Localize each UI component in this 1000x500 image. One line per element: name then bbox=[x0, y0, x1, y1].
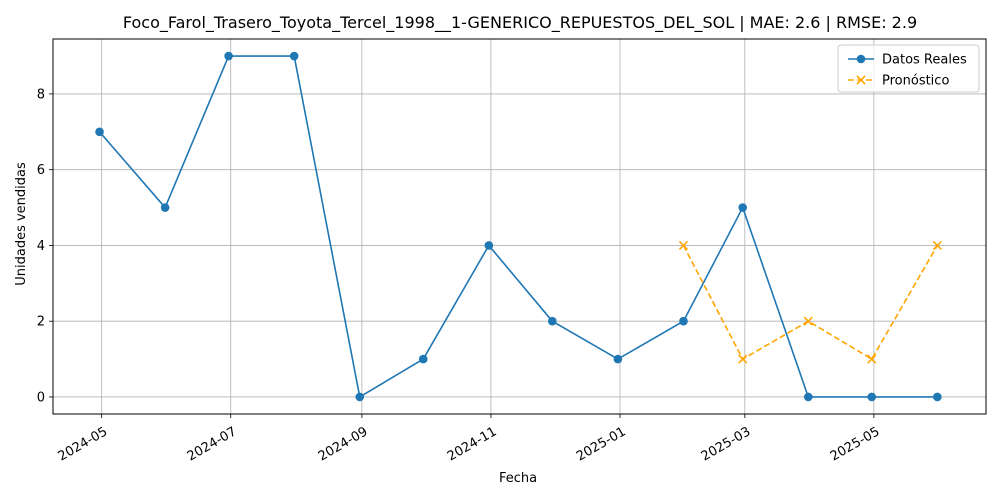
data-point-datos-reales bbox=[547, 316, 557, 326]
x-axis-label: Fecha bbox=[499, 471, 537, 486]
plot-series bbox=[95, 51, 942, 402]
data-point-pronostico bbox=[738, 354, 748, 364]
legend: Datos Reales Pronóstico bbox=[837, 44, 980, 93]
legend-marker bbox=[856, 75, 866, 85]
data-point-datos-reales bbox=[418, 354, 428, 364]
legend-label: Datos Reales bbox=[882, 53, 967, 68]
y-tick-label: 0 bbox=[37, 390, 45, 405]
data-point-datos-reales bbox=[679, 316, 688, 326]
data-point-datos-reales bbox=[803, 392, 813, 402]
x-tick-label: 2024-07 bbox=[185, 424, 240, 464]
data-point-pronostico bbox=[867, 354, 877, 364]
data-point-datos-reales bbox=[95, 127, 104, 137]
legend-marker bbox=[856, 54, 866, 64]
grid-lines bbox=[53, 39, 986, 414]
y-tick-label: 6 bbox=[37, 163, 45, 178]
data-point-datos-reales bbox=[160, 203, 170, 212]
y-tick-label: 4 bbox=[37, 239, 45, 254]
x-tick-label: 2025-01 bbox=[574, 424, 629, 464]
y-tick-label: 8 bbox=[37, 87, 45, 102]
x-marker-stroke bbox=[932, 240, 942, 251]
x-tick-label: 2024-09 bbox=[316, 424, 371, 464]
axis-ticks: 0 2 4 6 8 2024-05 2024-07 2024-09 2024-11 2025-01… bbox=[37, 87, 883, 464]
x-tick-label: 2024-05 bbox=[56, 424, 111, 464]
data-point-datos-reales bbox=[355, 392, 365, 402]
data-point-pronostico bbox=[678, 240, 689, 251]
legend-box bbox=[837, 44, 980, 93]
legend-label: Pronóstico bbox=[882, 74, 949, 89]
x-marker-stroke bbox=[867, 354, 877, 364]
data-point-datos-reales bbox=[933, 392, 942, 402]
series-line-datos-reales bbox=[98, 55, 938, 398]
x-tick-label: 2025-05 bbox=[828, 424, 883, 464]
data-point-datos-reales bbox=[867, 392, 877, 402]
plot-frame bbox=[52, 38, 987, 415]
data-point-pronostico bbox=[932, 240, 942, 251]
data-point-datos-reales bbox=[224, 51, 233, 61]
x-marker-stroke bbox=[803, 316, 813, 326]
data-point-pronostico bbox=[803, 316, 813, 326]
data-point-datos-reales bbox=[484, 241, 494, 250]
x-marker-stroke bbox=[738, 354, 748, 364]
data-point-datos-reales bbox=[738, 203, 748, 212]
x-tick-label: 2024-11 bbox=[445, 424, 500, 464]
series-line-pronostico bbox=[682, 245, 939, 360]
x-tick-label: 2025-03 bbox=[699, 424, 754, 464]
x-marker-stroke bbox=[678, 240, 689, 251]
y-tick-label: 2 bbox=[37, 315, 45, 330]
data-point-datos-reales bbox=[613, 354, 623, 364]
chart-title: Foco_Farol_Trasero_Toyota_Tercel_1998__1… bbox=[123, 13, 917, 33]
y-axis-label: Unidades vendidas bbox=[14, 162, 29, 286]
data-point-datos-reales bbox=[289, 51, 299, 61]
